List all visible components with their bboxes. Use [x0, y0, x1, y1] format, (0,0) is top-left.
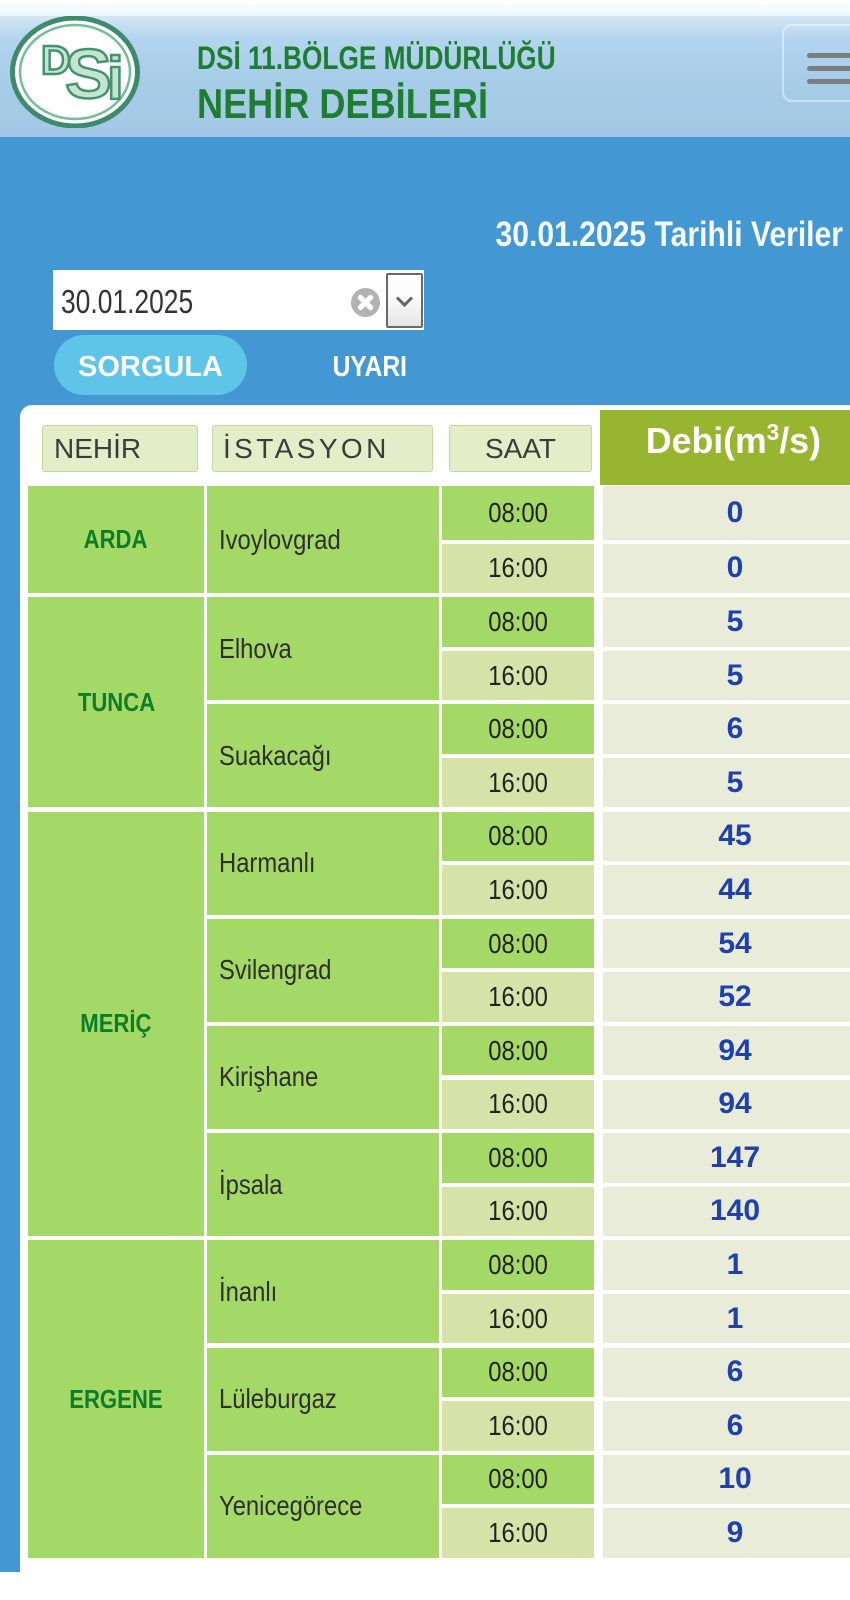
svg-text:S: S — [65, 35, 112, 113]
svg-text:i: i — [107, 45, 124, 112]
svg-text:D: D — [41, 37, 71, 83]
